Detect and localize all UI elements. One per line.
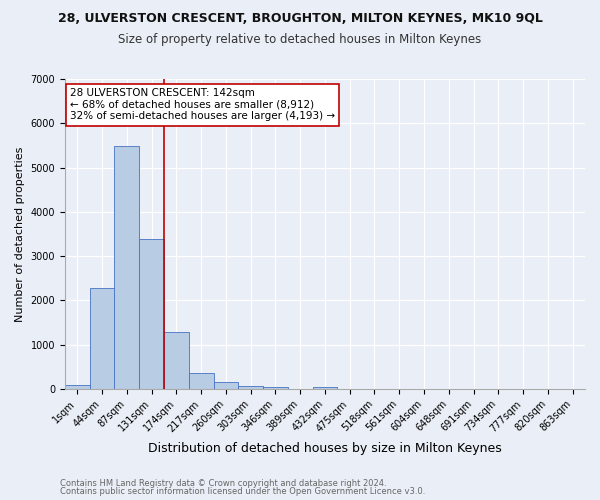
Y-axis label: Number of detached properties: Number of detached properties bbox=[15, 146, 25, 322]
Bar bbox=[313, 386, 337, 389]
Bar bbox=[115, 146, 139, 389]
Bar bbox=[89, 288, 115, 389]
Bar bbox=[164, 332, 189, 389]
Text: Contains HM Land Registry data © Crown copyright and database right 2024.: Contains HM Land Registry data © Crown c… bbox=[60, 478, 386, 488]
Bar bbox=[214, 382, 238, 389]
Text: Contains public sector information licensed under the Open Government Licence v3: Contains public sector information licen… bbox=[60, 487, 425, 496]
Text: Size of property relative to detached houses in Milton Keynes: Size of property relative to detached ho… bbox=[118, 32, 482, 46]
Bar bbox=[189, 373, 214, 389]
Bar bbox=[238, 386, 263, 389]
Text: 28 ULVERSTON CRESCENT: 142sqm
← 68% of detached houses are smaller (8,912)
32% o: 28 ULVERSTON CRESCENT: 142sqm ← 68% of d… bbox=[70, 88, 335, 122]
Bar bbox=[65, 386, 89, 389]
Bar bbox=[263, 386, 288, 389]
Bar bbox=[139, 240, 164, 389]
Text: 28, ULVERSTON CRESCENT, BROUGHTON, MILTON KEYNES, MK10 9QL: 28, ULVERSTON CRESCENT, BROUGHTON, MILTO… bbox=[58, 12, 542, 26]
X-axis label: Distribution of detached houses by size in Milton Keynes: Distribution of detached houses by size … bbox=[148, 442, 502, 455]
